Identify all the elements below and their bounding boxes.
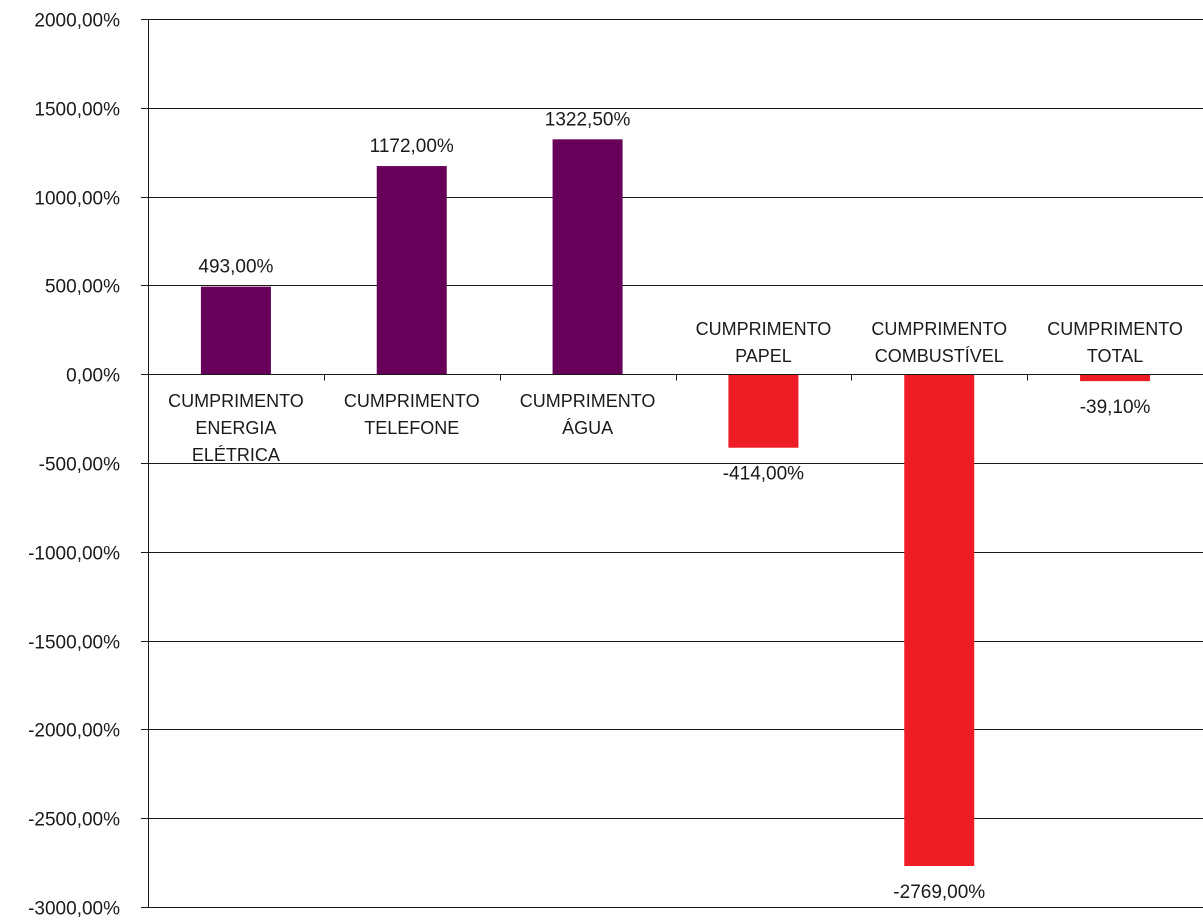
bar-1 xyxy=(376,166,447,375)
category-label-1: CUMPRIMENTO TELEFONE xyxy=(344,391,480,438)
y-tick-label: 500,00% xyxy=(45,277,120,298)
category-label-3: CUMPRIMENTO PAPEL xyxy=(696,319,832,366)
y-tick-label: -3000,00% xyxy=(28,899,120,920)
data-label-0: 493,00% xyxy=(198,257,273,278)
category-label-line: CUMPRIMENTO xyxy=(871,319,1007,339)
data-label-1: 1172,00% xyxy=(370,136,454,157)
category-label-line: CUMPRIMENTO xyxy=(344,391,480,411)
y-tick-label: 1500,00% xyxy=(34,100,120,121)
y-tick-label: -1500,00% xyxy=(28,633,120,654)
category-label-line: ÁGUA xyxy=(562,418,613,438)
data-label-3: -414,00% xyxy=(723,464,804,485)
category-label-line: CUMPRIMENTO xyxy=(168,391,304,411)
category-label-5: CUMPRIMENTO TOTAL xyxy=(1047,319,1183,366)
gridlines xyxy=(148,19,1203,908)
data-label-5: -39,10% xyxy=(1080,397,1151,418)
data-label-2: 1322,50% xyxy=(545,109,631,130)
category-label-line: TOTAL xyxy=(1087,346,1143,366)
y-tick-label: -2000,00% xyxy=(28,721,120,742)
bar-0 xyxy=(200,286,271,375)
y-tick-label: 2000,00% xyxy=(34,11,120,32)
bar-4 xyxy=(904,374,975,866)
category-label-0: CUMPRIMENTO ENERGIA ELÉTRICA xyxy=(168,391,304,465)
category-label-line: ENERGIA xyxy=(195,418,276,438)
y-tick-label: -2500,00% xyxy=(28,810,120,831)
category-label-line: COMBUSTÍVEL xyxy=(875,346,1004,366)
category-label-4: CUMPRIMENTO COMBUSTÍVEL xyxy=(871,319,1007,366)
category-label-2: CUMPRIMENTO ÁGUA xyxy=(520,391,656,438)
category-label-line: ELÉTRICA xyxy=(192,445,280,465)
bars xyxy=(200,139,1151,866)
category-label-line: CUMPRIMENTO xyxy=(1047,319,1183,339)
category-label-line: CUMPRIMENTO xyxy=(520,391,656,411)
category-label-line: TELEFONE xyxy=(364,418,459,438)
y-tick-label: -1000,00% xyxy=(28,544,120,565)
bar-5 xyxy=(1080,374,1151,382)
category-label-line: CUMPRIMENTO xyxy=(696,319,832,339)
category-label-line: PAPEL xyxy=(735,346,792,366)
bar-3 xyxy=(728,374,799,448)
bar-2 xyxy=(552,139,623,375)
y-tick-label: 0,00% xyxy=(66,366,120,387)
y-tick-labels: 2000,00% 1500,00% 1000,00% 500,00% 0,00% -500… xyxy=(28,11,120,920)
data-label-4: -2769,00% xyxy=(893,882,985,903)
y-tick-label: -500,00% xyxy=(39,455,120,476)
y-tick-label: 1000,00% xyxy=(34,189,120,210)
data-labels: 493,00% 1172,00% 1322,50% -414,00% -2769,00%… xyxy=(198,109,1150,903)
category-labels: CUMPRIMENTO ENERGIA ELÉTRICA CUMPRIMENTO TEL… xyxy=(168,319,1183,465)
axes xyxy=(141,19,1203,908)
